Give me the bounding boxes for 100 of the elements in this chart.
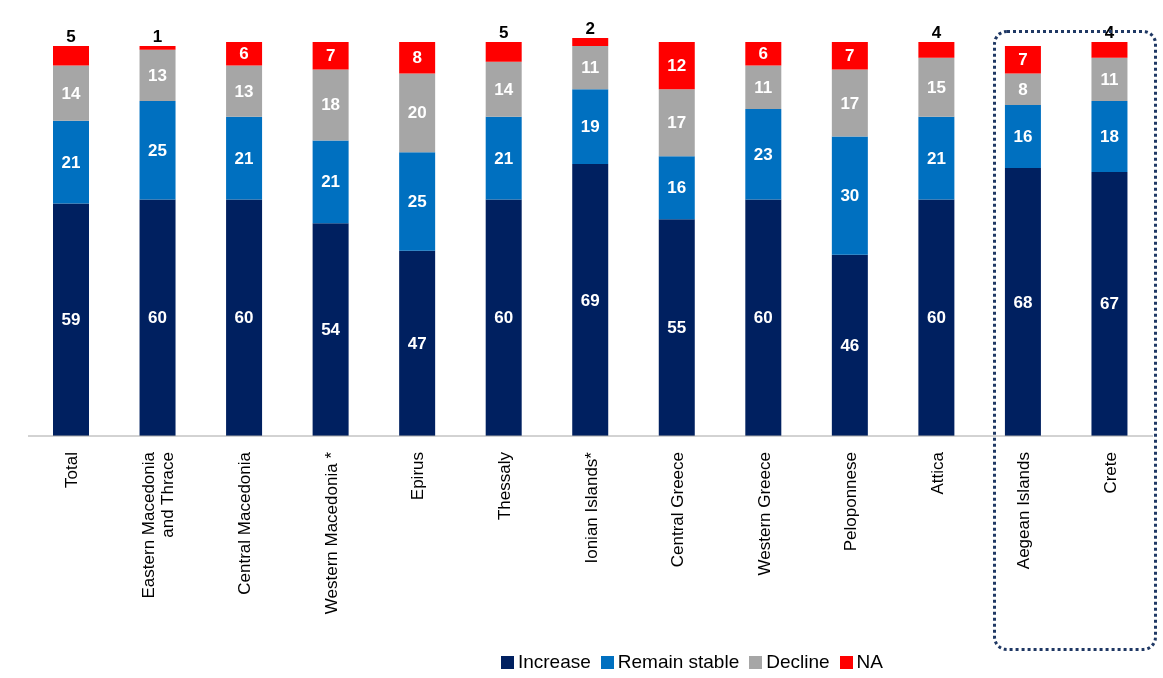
x-tick-label: Aegean Islands [1014, 452, 1034, 570]
bar [1091, 171, 1128, 436]
data-label: 60 [494, 308, 514, 328]
bar [226, 65, 263, 117]
bar [226, 116, 263, 200]
x-tick-label: Eastern Macedonia and Thrace [139, 451, 178, 599]
bar [831, 254, 868, 436]
x-tick-label: Ionian Islands* [581, 451, 601, 564]
data-label: 23 [753, 144, 773, 164]
data-label: 69 [580, 290, 600, 310]
data-label: 59 [61, 310, 81, 330]
bar [572, 164, 609, 436]
data-label: 60 [753, 308, 773, 328]
bar [139, 45, 176, 50]
data-label: 18 [1100, 127, 1119, 147]
data-label: 21 [494, 148, 514, 168]
bar [658, 156, 695, 220]
data-label: 68 [1013, 292, 1033, 312]
x-tick-label: Peloponnese [841, 452, 861, 552]
data-label: 21 [321, 172, 341, 192]
x-tick-label: Crete [1100, 452, 1120, 494]
bar [485, 116, 522, 200]
data-label: 8 [1018, 79, 1028, 99]
bar [918, 199, 955, 436]
bar [312, 223, 349, 436]
data-label: 7 [845, 46, 855, 66]
data-label: 30 [840, 186, 860, 206]
bar [831, 136, 868, 255]
data-label: 16 [667, 178, 687, 198]
bar [53, 65, 89, 121]
bar [312, 140, 349, 224]
data-label: 13 [234, 81, 254, 101]
legend-label: Increase [517, 651, 591, 672]
data-label: 25 [407, 192, 427, 212]
data-label: 11 [1100, 69, 1119, 89]
bar [572, 45, 609, 90]
legend-label: Remain stable [617, 651, 740, 672]
data-label: 47 [407, 333, 427, 353]
bar [658, 219, 695, 436]
data-label: 17 [840, 93, 860, 113]
x-tick-label: Western Macedonia * [321, 451, 341, 615]
data-label: 4 [931, 22, 942, 42]
bar [485, 199, 522, 436]
bar [139, 49, 176, 102]
bar [572, 38, 609, 46]
bar [53, 203, 89, 436]
data-label: 25 [148, 140, 167, 160]
data-label: 6 [758, 44, 769, 64]
bar [53, 45, 89, 66]
data-label: 8 [412, 48, 422, 68]
data-label: 14 [494, 79, 514, 99]
data-label: 13 [148, 65, 167, 85]
bar [399, 152, 436, 251]
bar [918, 57, 955, 117]
data-label: 16 [1013, 127, 1033, 147]
bar [745, 41, 782, 66]
bar [572, 89, 609, 165]
bar [399, 250, 436, 436]
bar [745, 108, 782, 200]
data-label: 60 [234, 308, 254, 328]
data-label: 60 [926, 308, 946, 328]
bar [53, 120, 89, 204]
x-tick-label: Attica [927, 451, 947, 495]
data-label: 1 [152, 26, 163, 46]
data-label: 5 [498, 22, 509, 42]
bar [312, 41, 349, 70]
bar [226, 199, 263, 436]
bar [226, 41, 263, 66]
x-tick-label: Total [62, 452, 82, 488]
data-label: 46 [840, 335, 860, 355]
data-label: 67 [1100, 294, 1119, 314]
bar [1004, 73, 1041, 105]
x-tick-label: Epirus [408, 452, 428, 501]
data-label: 20 [407, 103, 427, 123]
data-label: 54 [321, 320, 341, 340]
bar [745, 199, 782, 436]
bar [1004, 45, 1041, 74]
bar [918, 41, 955, 58]
x-tick-label: Central Macedonia [235, 451, 255, 595]
data-label: 21 [926, 148, 946, 168]
bar [312, 69, 349, 141]
data-label: 14 [61, 83, 81, 103]
bar [399, 41, 436, 74]
data-label: 5 [66, 26, 76, 46]
x-tick-label: Central Greece [668, 452, 688, 568]
x-tick-label: Thessaly [494, 451, 514, 521]
data-label: 17 [667, 113, 687, 133]
legend-label: Decline [766, 651, 830, 672]
bar [485, 41, 522, 62]
data-label: 21 [234, 148, 254, 168]
data-label: 11 [754, 77, 773, 97]
bar [918, 116, 955, 200]
data-label: 18 [321, 95, 341, 115]
bar [831, 41, 868, 70]
data-label: 7 [1018, 50, 1028, 70]
data-label: 21 [61, 152, 81, 172]
bar [1091, 57, 1128, 102]
data-label: 12 [667, 56, 687, 76]
bar [745, 65, 782, 109]
bar [485, 61, 522, 117]
